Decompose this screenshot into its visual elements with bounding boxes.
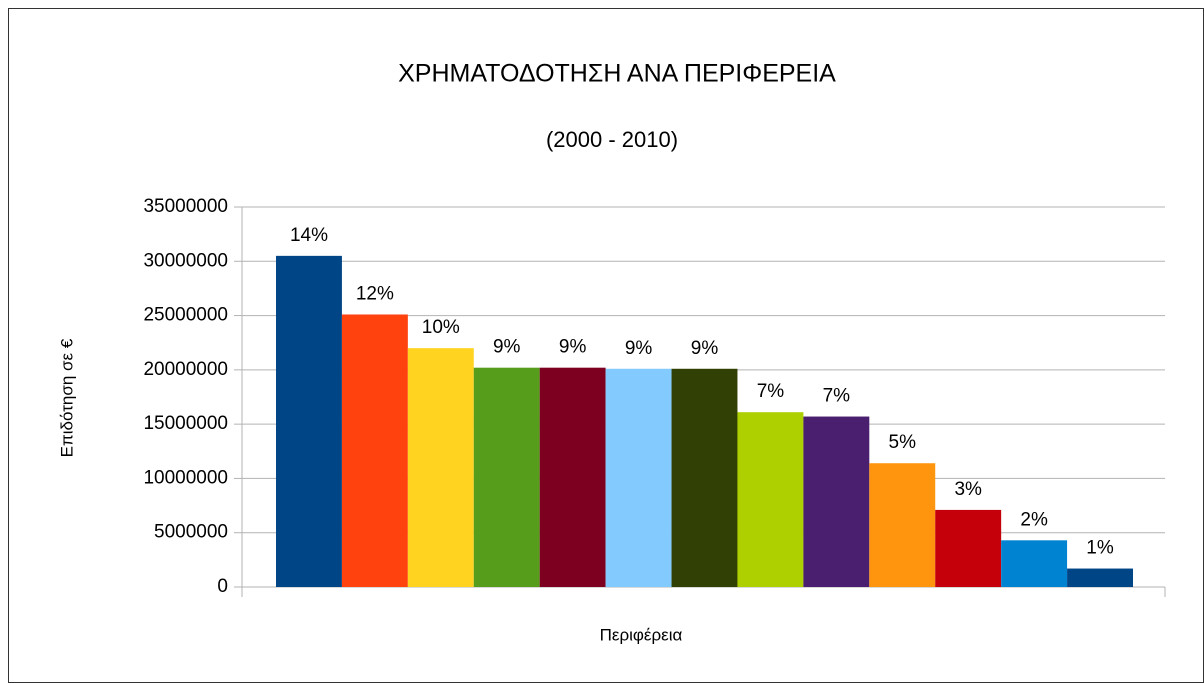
- y-tick-label: 15000000: [143, 413, 228, 434]
- x-axis-label: Περιφέρεια: [600, 625, 683, 644]
- data-label: 10%: [422, 317, 460, 338]
- chart-subtitle: (2000 - 2010): [546, 127, 678, 152]
- data-label: 9%: [493, 337, 521, 358]
- data-label: 5%: [889, 432, 917, 453]
- y-tick-label: 0: [217, 576, 228, 597]
- bar: [671, 368, 738, 587]
- data-label: 9%: [559, 337, 587, 358]
- bar: [605, 368, 672, 587]
- y-tick-label: 35000000: [143, 196, 228, 217]
- bar: [1067, 568, 1133, 587]
- y-tick-label: 25000000: [143, 305, 228, 326]
- data-label: 3%: [954, 479, 982, 500]
- y-axis-label: Επιδότηση σε €: [57, 338, 76, 457]
- data-label: 7%: [757, 381, 785, 402]
- bar: [869, 463, 936, 587]
- data-label: 2%: [1020, 509, 1048, 530]
- y-tick-label: 20000000: [143, 359, 228, 380]
- chart-title: ΧΡΗΜΑΤΟΔΟΤΗΣΗ ΑΝΑ ΠΕΡΙΦΕΡΕΙΑ: [398, 60, 836, 88]
- data-label: 12%: [356, 284, 394, 305]
- bar: [1001, 540, 1068, 587]
- bar: [803, 416, 870, 587]
- data-label: 14%: [290, 225, 328, 246]
- y-tick-label: 10000000: [143, 467, 228, 488]
- bar: [935, 509, 1002, 587]
- bar: [473, 367, 540, 587]
- bar: [737, 412, 804, 587]
- bar: [276, 255, 342, 587]
- data-label: 9%: [625, 338, 653, 359]
- y-tick-label: 5000000: [154, 522, 228, 543]
- data-label: 7%: [823, 386, 851, 407]
- y-tick-label: 30000000: [143, 250, 228, 271]
- bar: [539, 367, 606, 587]
- data-label: 9%: [691, 338, 719, 359]
- bar: [407, 348, 474, 587]
- bar: [341, 314, 408, 587]
- data-label: 1%: [1086, 538, 1114, 559]
